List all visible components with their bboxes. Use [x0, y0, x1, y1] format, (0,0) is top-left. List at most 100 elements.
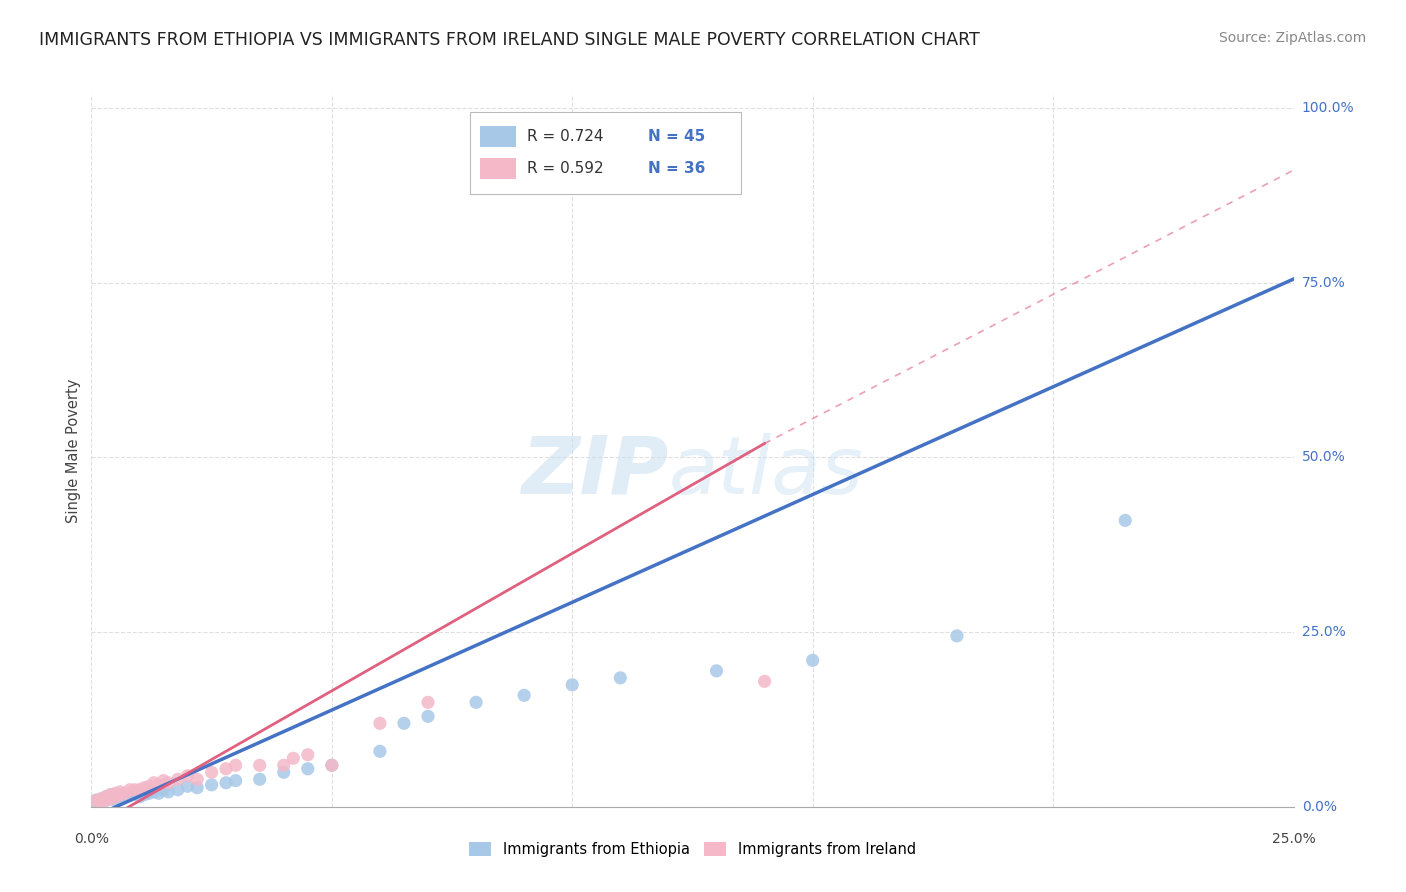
Point — [321, 758, 343, 772]
Point — [114, 786, 136, 800]
Text: 50.0%: 50.0% — [1302, 450, 1346, 465]
Point — [104, 793, 127, 807]
Point — [94, 789, 117, 804]
Text: N = 45: N = 45 — [648, 129, 706, 144]
Point — [124, 782, 146, 797]
Point — [186, 772, 208, 787]
Point — [94, 793, 117, 807]
Text: 25.0%: 25.0% — [1302, 625, 1346, 640]
Point — [110, 788, 132, 802]
FancyBboxPatch shape — [479, 126, 516, 147]
Point — [297, 747, 319, 762]
Point — [273, 765, 295, 780]
Point — [201, 765, 224, 780]
Text: ZIP: ZIP — [522, 433, 668, 511]
Point — [249, 772, 271, 787]
Point — [128, 782, 150, 797]
Point — [114, 789, 136, 804]
Text: 100.0%: 100.0% — [1302, 101, 1354, 115]
Point — [273, 758, 295, 772]
Text: 0.0%: 0.0% — [1302, 800, 1337, 814]
Point — [104, 786, 127, 800]
Text: R = 0.724: R = 0.724 — [527, 129, 603, 144]
Point — [176, 769, 198, 783]
Point — [283, 751, 305, 765]
FancyBboxPatch shape — [470, 112, 741, 194]
Point — [148, 786, 170, 800]
Point — [157, 776, 180, 790]
Point — [138, 779, 160, 793]
Point — [100, 792, 122, 806]
Text: 75.0%: 75.0% — [1302, 276, 1346, 290]
Point — [128, 786, 150, 800]
Point — [215, 776, 238, 790]
Point — [142, 785, 165, 799]
Point — [152, 782, 174, 797]
Point — [561, 678, 583, 692]
Point — [225, 773, 247, 788]
Point — [249, 758, 271, 772]
Point — [142, 776, 165, 790]
Point — [176, 779, 198, 793]
Y-axis label: Single Male Poverty: Single Male Poverty — [66, 378, 82, 523]
Point — [148, 778, 170, 792]
Point — [706, 664, 728, 678]
Point — [134, 788, 156, 802]
Point — [321, 758, 343, 772]
Point — [297, 762, 319, 776]
Point — [167, 782, 190, 797]
Point — [152, 773, 174, 788]
Point — [1114, 513, 1136, 527]
Point — [368, 716, 391, 731]
Point — [754, 674, 776, 689]
Point — [104, 789, 127, 804]
Point — [513, 689, 536, 703]
Text: N = 36: N = 36 — [648, 161, 706, 176]
Point — [801, 653, 824, 667]
Point — [104, 789, 127, 804]
Point — [368, 744, 391, 758]
Point — [100, 792, 122, 806]
Point — [416, 709, 439, 723]
Point — [84, 793, 107, 807]
Point — [186, 780, 208, 795]
Point — [90, 795, 112, 809]
Text: atlas: atlas — [668, 433, 863, 511]
FancyBboxPatch shape — [479, 158, 516, 179]
Point — [138, 782, 160, 797]
Point — [118, 782, 141, 797]
Point — [167, 772, 190, 787]
Point — [465, 695, 488, 709]
Text: IMMIGRANTS FROM ETHIOPIA VS IMMIGRANTS FROM IRELAND SINGLE MALE POVERTY CORRELAT: IMMIGRANTS FROM ETHIOPIA VS IMMIGRANTS F… — [39, 31, 980, 49]
Point — [90, 792, 112, 806]
Point — [416, 695, 439, 709]
Point — [138, 786, 160, 800]
Text: Source: ZipAtlas.com: Source: ZipAtlas.com — [1219, 31, 1367, 45]
Point — [100, 788, 122, 802]
Point — [134, 780, 156, 795]
Point — [392, 716, 415, 731]
Point — [124, 786, 146, 800]
Point — [201, 778, 224, 792]
Point — [100, 788, 122, 802]
Point — [225, 758, 247, 772]
Point — [84, 797, 107, 811]
Point — [90, 795, 112, 809]
Text: R = 0.592: R = 0.592 — [527, 161, 603, 176]
Text: 25.0%: 25.0% — [1271, 832, 1316, 847]
Point — [215, 762, 238, 776]
Legend: Immigrants from Ethiopia, Immigrants from Ireland: Immigrants from Ethiopia, Immigrants fro… — [463, 836, 922, 863]
Point — [110, 788, 132, 802]
Point — [110, 792, 132, 806]
Point — [84, 797, 107, 811]
Point — [157, 785, 180, 799]
Text: 0.0%: 0.0% — [75, 832, 108, 847]
Point — [94, 789, 117, 804]
Point — [118, 788, 141, 802]
Point — [84, 793, 107, 807]
Point — [128, 789, 150, 804]
Point — [90, 792, 112, 806]
Point — [94, 793, 117, 807]
Point — [946, 629, 969, 643]
Point — [110, 785, 132, 799]
